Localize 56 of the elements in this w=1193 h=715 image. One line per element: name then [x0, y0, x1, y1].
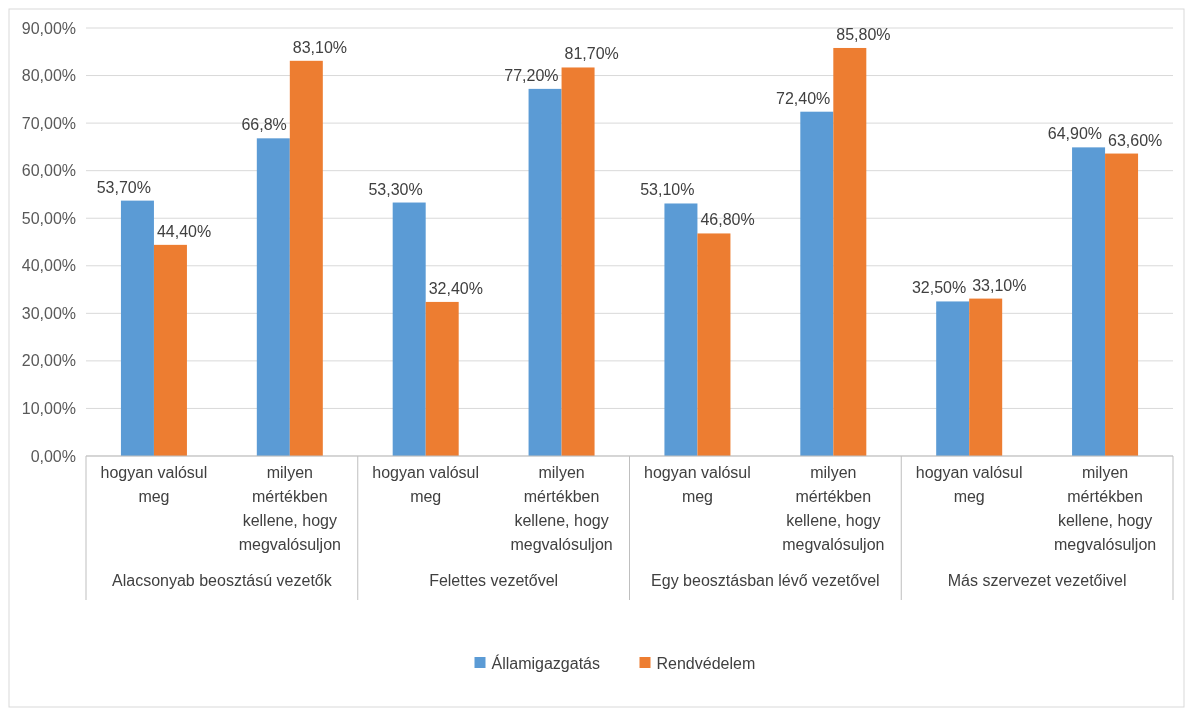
bar — [833, 47, 867, 456]
data-label: 66,8% — [241, 116, 287, 134]
data-label: 44,40% — [156, 222, 212, 240]
y-tick-label: 40,00% — [21, 257, 76, 275]
bar — [1072, 147, 1106, 456]
y-tick-label: 10,00% — [21, 400, 76, 418]
data-label: 85,80% — [836, 25, 891, 43]
x-tick-label: milyen mértékben kellene, hogy megvalósuljon — [238, 464, 341, 553]
text: Alacsonyab beosztású vezetők — [112, 572, 333, 589]
y-tick-label: 60,00% — [21, 162, 76, 180]
data-label: 53,30% — [368, 180, 423, 198]
x-tick-label: hogyan valósul meg — [915, 464, 1023, 505]
y-tick-label: 30,00% — [21, 304, 76, 322]
x-tick-label: milyen mértékben kellene, hogy megvalósuljon — [1053, 464, 1157, 553]
data-label: 64,90% — [1047, 125, 1103, 143]
data-label: 72,40% — [776, 89, 831, 107]
data-label: 83,10% — [292, 38, 348, 56]
x-tick-label: milyen mértékben kellene, hogy megvalósuljon — [782, 464, 885, 553]
data-label: 32,50% — [911, 279, 967, 297]
bar — [561, 67, 595, 456]
y-tick-label: 90,00% — [21, 19, 76, 37]
legend-label: Államigazgatás — [491, 653, 600, 672]
bar — [697, 233, 731, 456]
x-tick-label: hogyan valósul meg — [372, 464, 480, 505]
data-label: 32,40% — [428, 279, 483, 297]
bar — [392, 202, 426, 456]
text: Más szervezet vezetőivel — [947, 572, 1127, 589]
data-label: 53,70% — [96, 178, 151, 196]
data-label: 77,20% — [504, 66, 559, 84]
y-tick-label: 70,00% — [21, 114, 76, 132]
bar — [664, 203, 698, 456]
data-label: 46,80% — [700, 211, 755, 229]
data-label: 33,10% — [972, 276, 1027, 294]
bar — [425, 301, 459, 456]
y-tick-label: 0,00% — [30, 447, 76, 465]
data-label: 53,10% — [640, 181, 695, 199]
x-tick-label: hogyan valósul meg — [100, 464, 208, 505]
text: Felettes vezetővel — [429, 572, 559, 589]
bar — [289, 60, 323, 456]
text: Egy beosztásban lévő vezetővel — [651, 572, 880, 589]
bar — [936, 301, 970, 456]
bar — [256, 138, 290, 456]
bar — [1105, 153, 1139, 456]
y-tick-label: 20,00% — [21, 352, 76, 370]
data-label: 81,70% — [564, 45, 619, 63]
y-tick-label: 50,00% — [21, 209, 76, 227]
bar — [153, 244, 187, 456]
y-tick-label: 80,00% — [21, 67, 76, 85]
legend-label: Rendvédelem — [656, 654, 756, 672]
x-tick-label: milyen mértékben kellene, hogy megvalósuljon — [510, 464, 613, 553]
data-label: 63,60% — [1108, 131, 1163, 149]
x-tick-label: hogyan valósul meg — [644, 464, 751, 505]
bar — [120, 200, 154, 456]
bar — [528, 88, 562, 456]
bar — [800, 111, 834, 456]
bar — [969, 298, 1003, 456]
